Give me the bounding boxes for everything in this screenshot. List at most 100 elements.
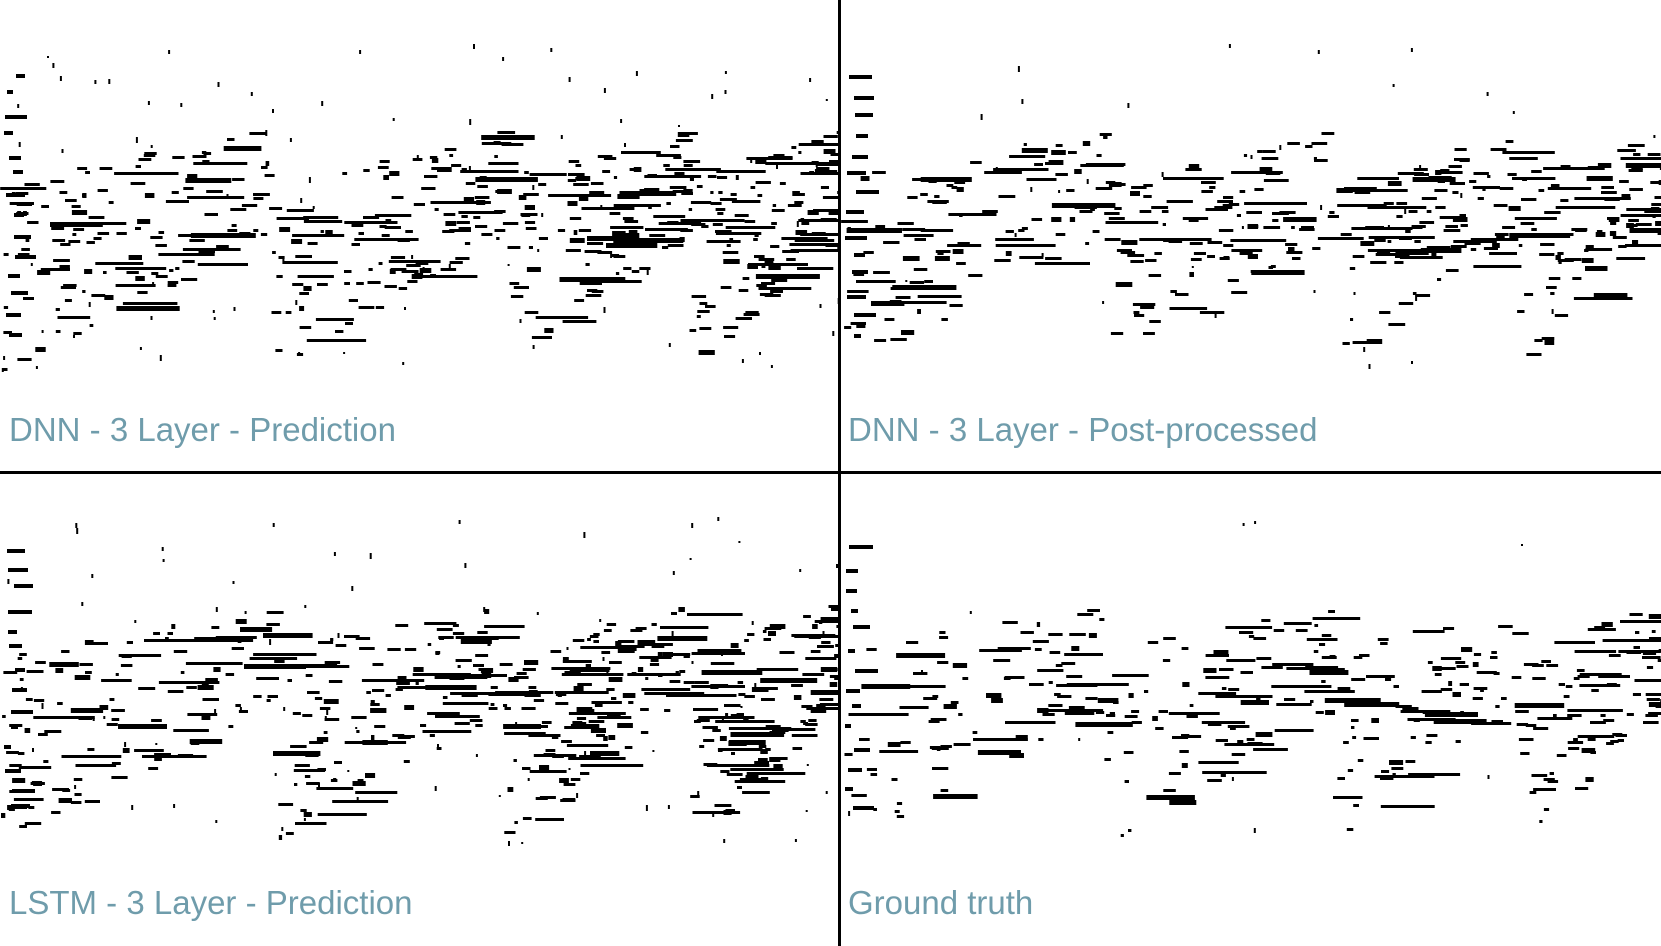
note-mark (1009, 753, 1024, 758)
note-mark (1049, 651, 1061, 654)
note-mark (73, 228, 85, 231)
note-mark (829, 682, 838, 687)
note-mark (1470, 248, 1477, 251)
note-mark (1634, 679, 1661, 682)
note-mark (283, 261, 300, 264)
note-mark (1256, 697, 1261, 702)
note-mark (889, 300, 902, 303)
note-mark (12, 778, 26, 783)
note-mark (118, 654, 162, 657)
note-mark (741, 200, 754, 203)
note-mark (115, 673, 119, 676)
note-mark (640, 731, 649, 734)
note-mark (1231, 753, 1246, 756)
note-mark (1541, 337, 1555, 340)
note-mark (33, 781, 42, 786)
note-mark (630, 629, 643, 632)
note-mark (822, 631, 825, 635)
note-mark (495, 190, 504, 193)
note-mark (194, 233, 211, 236)
note-mark (751, 621, 754, 625)
note-mark (180, 671, 185, 674)
note-mark (836, 131, 838, 134)
note-mark (1496, 236, 1505, 239)
note-mark (846, 210, 864, 214)
note-mark (1646, 620, 1656, 623)
note-mark (100, 705, 108, 708)
note-mark (853, 625, 870, 629)
note-mark (1201, 190, 1213, 193)
note-mark (1223, 196, 1234, 199)
note-mark (1048, 160, 1064, 165)
note-mark (1420, 248, 1462, 253)
note-mark (1610, 222, 1617, 225)
note-mark (717, 517, 720, 521)
note-mark (430, 201, 491, 204)
note-mark (1115, 282, 1133, 287)
note-mark (1603, 719, 1615, 722)
note-mark (1470, 238, 1519, 241)
note-mark (1344, 702, 1400, 707)
note-mark (603, 88, 606, 93)
note-mark (323, 699, 339, 704)
note-mark (17, 657, 23, 660)
note-mark (633, 167, 642, 172)
note-mark (1207, 779, 1222, 782)
note-mark (1215, 695, 1273, 698)
note-mark (1231, 777, 1234, 781)
note-mark (1448, 165, 1462, 168)
note-mark (13, 170, 23, 174)
note-mark (235, 619, 247, 624)
note-mark (565, 249, 581, 252)
note-mark (637, 640, 654, 645)
note-mark (816, 163, 838, 166)
note-mark (1574, 197, 1631, 200)
note-mark (566, 744, 609, 747)
note-mark (11, 804, 30, 808)
note-mark (484, 609, 490, 614)
note-mark (693, 708, 719, 711)
note-mark (1271, 685, 1332, 688)
note-mark (576, 707, 593, 712)
note-mark (2, 368, 8, 371)
note-mark (1284, 698, 1296, 701)
note-mark (1495, 705, 1500, 708)
note-mark (689, 558, 692, 560)
note-mark (713, 684, 729, 687)
note-mark (1455, 661, 1466, 664)
note-mark (615, 277, 626, 280)
note-mark (837, 668, 838, 671)
note-mark (1439, 216, 1449, 219)
note-mark (996, 244, 1056, 247)
note-mark (932, 695, 939, 698)
note-mark (599, 619, 602, 622)
note-mark (1246, 211, 1262, 214)
note-mark (412, 158, 423, 161)
note-mark (60, 286, 76, 289)
note-mark (1531, 170, 1542, 173)
note-mark (8, 568, 28, 572)
note-mark (696, 315, 701, 318)
note-mark (1231, 171, 1283, 174)
note-mark (759, 352, 761, 355)
note-mark (825, 791, 828, 794)
note-mark (30, 263, 33, 266)
note-mark (1563, 695, 1570, 698)
note-mark (559, 277, 618, 282)
note-mark (5, 769, 21, 773)
note-mark (629, 168, 635, 171)
note-mark (121, 655, 132, 658)
note-mark (130, 182, 146, 185)
note-mark (1198, 761, 1239, 764)
note-mark (1319, 643, 1326, 646)
note-mark (929, 746, 940, 749)
note-mark (422, 730, 472, 733)
note-mark (197, 685, 214, 690)
note-mark (33, 699, 45, 702)
note-mark (1395, 255, 1403, 258)
note-mark (1494, 233, 1509, 236)
note-mark (613, 255, 626, 258)
note-mark (1168, 712, 1220, 715)
note-mark (1363, 737, 1379, 740)
note-mark (40, 268, 70, 271)
